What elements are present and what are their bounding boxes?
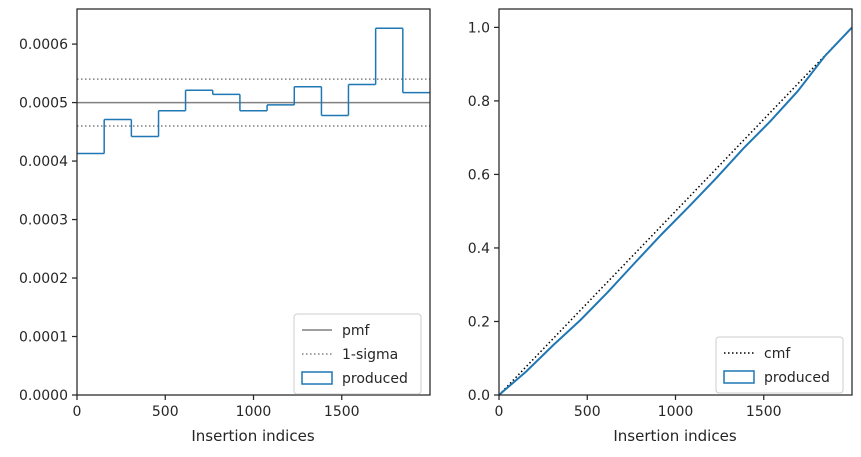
x-tick-label: 0 (73, 404, 82, 420)
x-tick-label: 1500 (746, 404, 782, 420)
legend-swatch-produced (301, 371, 333, 385)
legend-swatch-produced (723, 370, 755, 384)
y-tick-label: 0.0004 (19, 154, 68, 170)
x-tick-label: 0 (495, 404, 504, 420)
pmf-histogram-panel: 0 500 1000 1500 0.0000 0.0001 0.0002 0.0003 0.00… (19, 8, 431, 445)
x-tick-label: 500 (152, 404, 179, 420)
y-tick-label: 0.0005 (19, 96, 68, 112)
left-xlabel: Insertion indices (191, 427, 314, 445)
y-tick-label: 0.6 (468, 167, 490, 183)
legend-box (293, 313, 422, 395)
y-tick-label: 0.0003 (19, 213, 68, 229)
legend-label-1-sigma: 1-sigma (342, 347, 398, 363)
y-tick-label: 0.0000 (19, 388, 68, 404)
x-tick-label: 1000 (658, 404, 694, 420)
y-tick-label: 0.0 (468, 388, 490, 404)
legend-label-produced: produced (342, 371, 408, 387)
legend-label-pmf: pmf (342, 323, 371, 339)
x-tick-label: 1500 (324, 404, 360, 420)
y-tick-label: 0.4 (468, 241, 490, 257)
cmf-panel: 0 500 1000 1500 0.0 0.2 0.4 0.6 0.8 1.0 Insertion… (468, 8, 853, 445)
legend-label-cmf: cmf (764, 346, 791, 362)
y-tick-label: 0.0006 (19, 37, 68, 53)
series-cmf (498, 26, 853, 396)
x-tick-label: 1000 (236, 404, 272, 420)
left-legend: pmf 1-sigma produced (293, 313, 422, 395)
y-tick-label: 0.8 (468, 94, 490, 110)
series-produced (498, 26, 853, 396)
right-legend: cmf produced (715, 336, 844, 394)
right-xlabel: Insertion indices (613, 427, 736, 445)
y-tick-label: 0.2 (468, 314, 490, 330)
y-tick-label: 1.0 (468, 20, 490, 36)
legend-box (715, 336, 844, 394)
y-tick-label: 0.0002 (19, 271, 68, 287)
legend-label-produced: produced (764, 370, 830, 386)
y-tick-label: 0.0001 (19, 330, 68, 346)
x-tick-label: 500 (574, 404, 601, 420)
